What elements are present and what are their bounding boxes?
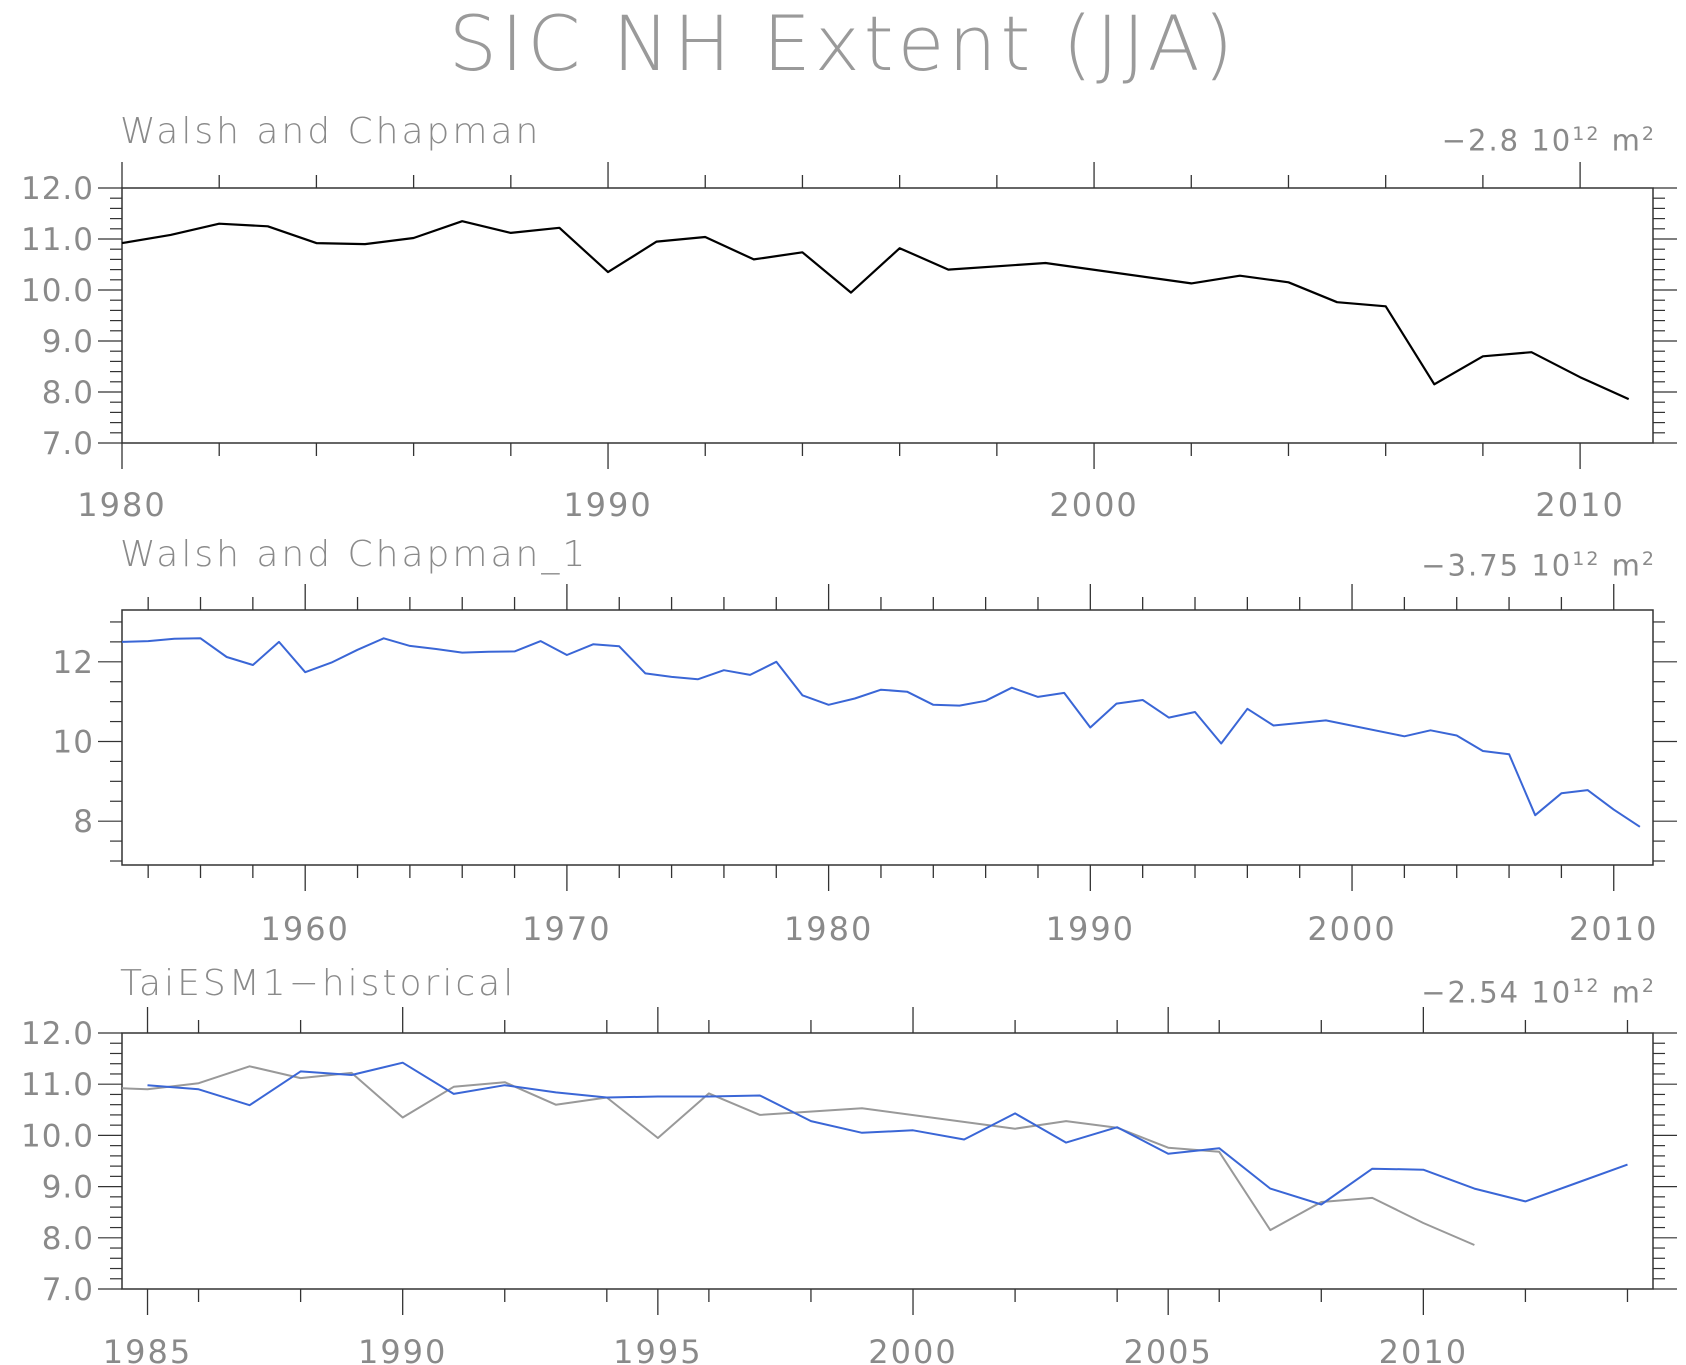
panel-2-trend-exp: 12 <box>1572 548 1601 570</box>
panel-3-xtick-label: 1995 <box>613 1333 702 1365</box>
panel-3-series-2-line <box>147 1061 1628 1206</box>
panel-3-xtick-label: 2010 <box>1379 1333 1468 1365</box>
panel-2-ytick-label: 10 <box>53 724 94 760</box>
panel-1-ytick-label: 11.0 <box>21 222 94 258</box>
panel-2-xtick-label: 1960 <box>260 910 349 948</box>
panel-3-xtick-label: 1985 <box>103 1333 192 1365</box>
panel-1-xtick-label: 2000 <box>1049 486 1138 524</box>
panel-3-series-1-line <box>121 1065 1475 1246</box>
panel-3-trend: −2.54 1012 m2 <box>1421 977 1656 1008</box>
panel-2-trend: −3.75 1012 m2 <box>1421 550 1656 581</box>
panel-1-trend-value: −2.8 <box>1441 123 1521 158</box>
panel-3-trend-exp2: 2 <box>1641 975 1656 997</box>
panel-2-xtick-label: 1970 <box>522 910 611 948</box>
panel-3-ytick-label: 9.0 <box>42 1170 94 1206</box>
panel-3-ytick-label: 8.0 <box>42 1221 94 1257</box>
panel-2-plot: 1960 1970 1980 1990 2000 2010 8 10 12 <box>53 584 1677 948</box>
panel-3-xtick-label: 1990 <box>358 1333 447 1365</box>
panel-2-xtick-label: 1990 <box>1046 910 1135 948</box>
panel-3-xtick-label: 2005 <box>1123 1333 1212 1365</box>
panel-2-trend-unit2: m <box>1611 548 1642 583</box>
panel-1-series-1-line <box>121 220 1630 401</box>
panel-1-ytick-label: 12.0 <box>21 171 94 207</box>
panel-2-trend-value: −3.75 <box>1421 548 1521 583</box>
panel-3-trend-exp: 12 <box>1572 975 1601 997</box>
panel-1-title: Walsh and Chapman <box>120 111 542 152</box>
panel-1-ytick-label: 8.0 <box>42 375 94 411</box>
panel-1-ytick-label: 9.0 <box>42 324 94 360</box>
panel-3-ytick-label: 12.0 <box>21 1016 94 1052</box>
panel-2-series-1-line <box>121 637 1641 828</box>
panel-3-xtick-label: 2000 <box>868 1333 957 1365</box>
panel-1-ytick-label: 7.0 <box>42 426 94 462</box>
panel-2-ytick-label: 12 <box>53 645 94 681</box>
panel-3-trend-unit2: m <box>1611 975 1642 1010</box>
panel-1-trend-exp: 12 <box>1572 123 1601 145</box>
panel-2-xtick-label: 2000 <box>1307 910 1396 948</box>
panel-1-xtick-label: 2010 <box>1535 486 1624 524</box>
panel-3-ytick-label: 7.0 <box>42 1272 94 1308</box>
panel-1-xtick-label: 1980 <box>77 486 166 524</box>
panel-3-trend-unit: 10 <box>1531 975 1573 1010</box>
panel-1-trend: −2.8 1012 m2 <box>1442 125 1656 156</box>
panel-1-plot: 1980 1990 2000 2010 7.0 8.0 9.0 10.0 11.0 12.0 <box>21 162 1677 524</box>
panel-2-xtick-label: 1980 <box>784 910 873 948</box>
panel-3-ytick-label: 10.0 <box>21 1118 94 1154</box>
panel-2-ytick-label: 8 <box>73 804 94 840</box>
panel-1-ytick-label: 10.0 <box>21 273 94 309</box>
panel-2-trend-exp2: 2 <box>1641 548 1656 570</box>
panel-2-trend-unit: 10 <box>1531 548 1573 583</box>
panel-3-ytick-label: 11.0 <box>21 1067 94 1103</box>
panel-2-xtick-label: 2010 <box>1569 910 1658 948</box>
panel-1-frame <box>121 187 1654 444</box>
panel-1-trend-unit: 10 <box>1531 123 1573 158</box>
panel-3-title: TaiESM1−historical <box>120 963 517 1004</box>
panel-2-title: Walsh and Chapman_1 <box>120 534 589 575</box>
panel-3-plot: 1985 1990 1995 2000 2005 2010 7.0 8.0 9.0 10.0 11.… <box>21 1007 1677 1365</box>
panel-1-trend-exp2: 2 <box>1641 123 1656 145</box>
panel-3-frame <box>121 1032 1654 1290</box>
panel-1-trend-unit2: m <box>1611 123 1642 158</box>
page-title: SIC NH Extent (JJA) <box>448 0 1238 88</box>
panel-2-frame <box>121 609 1654 866</box>
panel-3-trend-value: −2.54 <box>1421 975 1521 1010</box>
panel-1-xtick-label: 1990 <box>563 486 652 524</box>
